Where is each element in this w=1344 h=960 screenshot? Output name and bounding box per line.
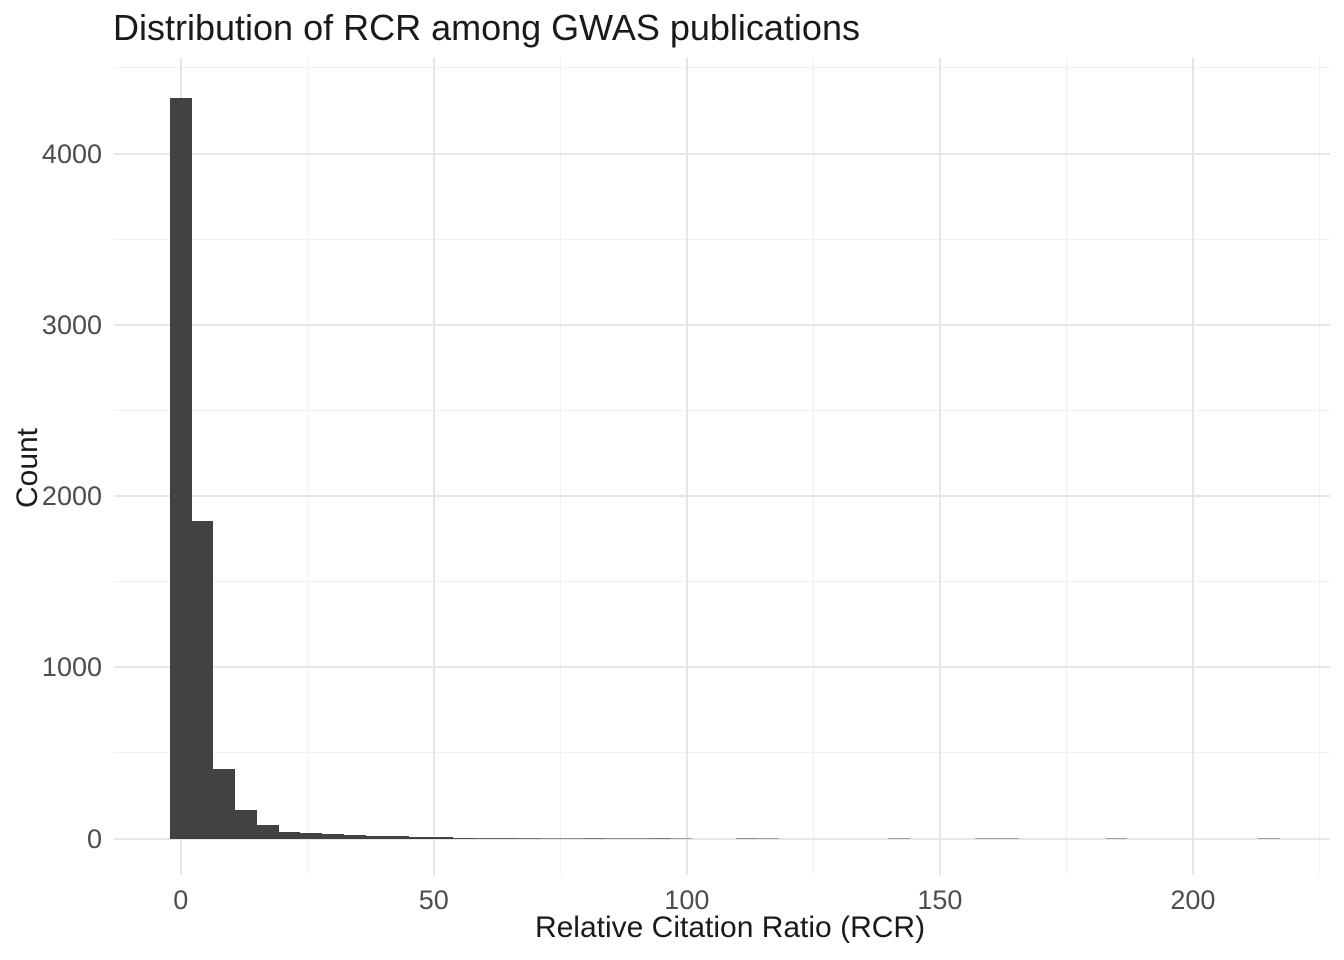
histogram-bar [996,837,1019,839]
histogram-bar [169,98,192,839]
histogram-bar [887,837,910,839]
x-tick-label: 150 [917,885,963,915]
gridline-y-minor [114,581,1330,583]
histogram-bar [431,837,453,839]
histogram-bar [626,837,649,839]
x-tick-label: 50 [418,885,449,915]
x-tick-label: 100 [664,885,710,915]
y-tick-label: 3000 [41,309,102,340]
gridline-y-minor [114,409,1330,411]
x-tick-label: 0 [173,885,189,915]
histogram-bar [670,837,693,839]
histogram-bar [409,837,432,839]
plot-panel [114,58,1330,875]
histogram-bar [213,768,236,839]
histogram-bar [539,837,562,839]
gridline-y-minor [114,238,1330,240]
gridline-y-major [114,323,1330,326]
x-tick-label: 200 [1170,885,1216,915]
gridline-y-major [114,837,1330,840]
gridline-y-major [114,152,1330,155]
gridline-x-minor [1318,58,1320,875]
histogram-bar [648,837,671,839]
gridline-x-minor [559,58,561,875]
y-tick-label: 2000 [41,481,102,512]
gridline-y-minor [114,752,1330,754]
y-tick-label: 0 [86,823,102,854]
histogram-bar [365,835,388,839]
plot-title: Distribution of RCR among GWAS publicati… [113,7,860,48]
histogram-bar [561,837,584,839]
histogram-bar [496,837,519,839]
histogram-bar [256,825,279,839]
histogram-bar [474,837,497,839]
histogram-bar [191,521,214,839]
gridline-x-minor [306,58,308,875]
histogram-bar [1257,837,1280,839]
histogram-bar [735,837,758,839]
y-axis-title: Count [11,427,44,509]
histogram-bar [278,831,301,839]
histogram-bar [300,833,323,839]
gridline-x-major [432,58,435,875]
histogram-bar [1105,837,1128,839]
histogram-bar [975,837,997,839]
histogram-bar [387,836,410,839]
gridline-y-major [114,495,1330,498]
gridline-x-minor [812,58,814,875]
gridline-x-major [1191,58,1194,875]
histogram-bar [322,834,344,839]
histogram-bar [518,837,540,839]
gridline-x-minor [1065,58,1067,875]
histogram-bar [583,837,606,839]
histogram-bar [343,835,366,839]
histogram-bar [452,837,475,839]
x-axis-title: Relative Citation Ratio (RCR) [534,911,926,944]
histogram-bar [235,810,257,839]
gridline-x-major [938,58,941,875]
gridline-x-major [685,58,688,875]
histogram-bar [757,837,780,839]
y-tick-label: 4000 [41,138,102,169]
gridline-y-minor [114,67,1330,69]
histogram-bar [605,837,627,839]
y-tick-label: 1000 [41,652,102,683]
gridline-y-major [114,666,1330,669]
